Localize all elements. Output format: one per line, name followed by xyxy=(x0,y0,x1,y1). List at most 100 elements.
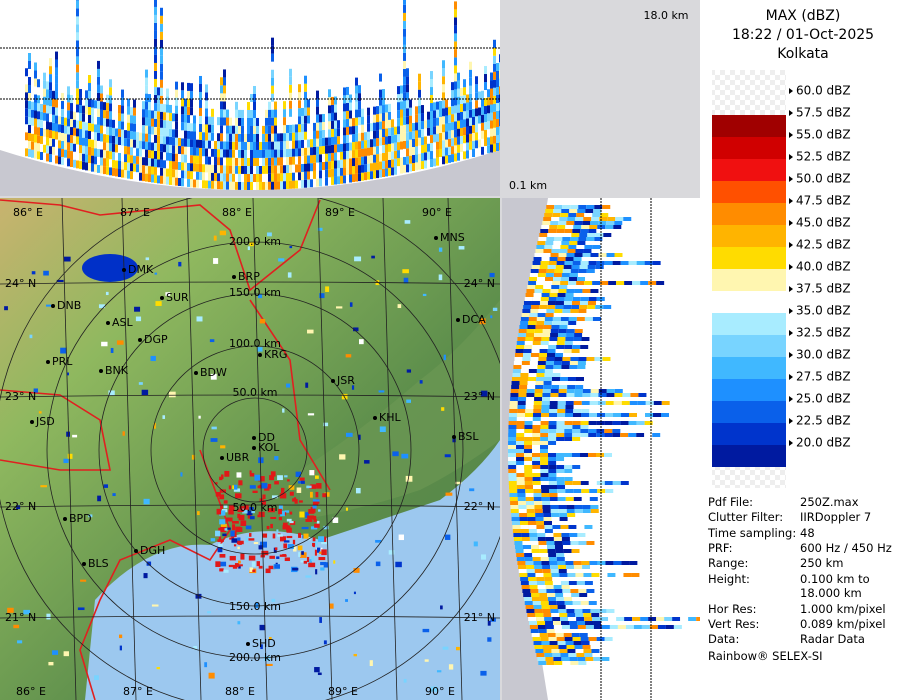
profile-cell xyxy=(199,155,202,164)
profile-cell xyxy=(454,49,457,58)
profile-cell xyxy=(566,565,575,569)
profile-cell xyxy=(355,149,358,158)
profile-cell xyxy=(540,429,549,433)
profile-cell xyxy=(154,126,157,135)
profile-cell xyxy=(421,105,424,114)
profile-cell xyxy=(118,145,121,154)
profile-cell xyxy=(445,147,448,156)
profile-cell xyxy=(567,613,576,617)
profile-cell xyxy=(472,133,475,142)
profile-cell xyxy=(190,139,193,148)
lat-label: 21° N xyxy=(5,611,36,624)
profile-cell xyxy=(517,413,526,417)
profile-cell xyxy=(454,129,457,138)
profile-cell xyxy=(585,657,594,661)
profile-cell xyxy=(349,174,352,183)
profile-cell xyxy=(418,89,421,98)
profile-cell xyxy=(145,77,148,86)
profile-cell xyxy=(187,178,190,187)
profile-cell xyxy=(604,429,613,433)
city-marker xyxy=(106,321,110,325)
profile-cell xyxy=(151,166,154,175)
profile-cell xyxy=(539,305,548,309)
profile-cell xyxy=(403,60,406,69)
profile-cell xyxy=(653,413,662,417)
echo xyxy=(219,554,226,558)
profile-cell xyxy=(160,127,163,136)
profile-cell xyxy=(564,297,573,301)
profile-cell xyxy=(614,389,623,393)
legend-label: 22.5 dBZ xyxy=(796,414,851,428)
profile-cell xyxy=(118,129,121,138)
profile-cell xyxy=(154,46,157,55)
profile-cell xyxy=(512,525,521,529)
profile-cell xyxy=(166,120,169,129)
profile-cell xyxy=(612,421,621,425)
profile-cell xyxy=(574,565,583,569)
profile-cell xyxy=(346,102,349,111)
profile-cell xyxy=(277,133,280,142)
profile-cell xyxy=(286,180,289,189)
legend-swatch xyxy=(712,137,786,159)
profile-cell xyxy=(559,377,568,381)
profile-cell xyxy=(331,96,334,105)
echo xyxy=(193,645,198,650)
profile-cell xyxy=(612,261,621,265)
profile-cell xyxy=(268,141,271,150)
profile-cell xyxy=(524,433,533,437)
profile-cell xyxy=(457,96,460,105)
legend-swatch xyxy=(712,379,786,401)
profile-cell xyxy=(541,337,550,341)
profile-cell xyxy=(76,152,79,161)
profile-cell xyxy=(526,569,535,573)
profile-cell xyxy=(508,421,517,425)
profile-cell xyxy=(289,156,292,165)
profile-cell xyxy=(581,401,590,405)
profile-cell xyxy=(532,469,541,473)
profile-cell xyxy=(289,108,292,117)
profile-cell xyxy=(304,155,307,164)
profile-cell xyxy=(558,569,567,573)
profile-cell xyxy=(172,121,175,130)
profile-cell xyxy=(352,150,355,159)
profile-cell xyxy=(526,397,535,401)
profile-cell xyxy=(493,119,496,128)
profile-cell xyxy=(403,12,406,21)
profile-cell xyxy=(79,153,82,162)
range-label: 50.0 km xyxy=(232,386,277,399)
profile-cell xyxy=(319,154,322,163)
profile-cell xyxy=(624,281,633,285)
profile-cell xyxy=(442,84,445,93)
profile-cell xyxy=(612,433,621,437)
profile-cell xyxy=(554,541,563,545)
echo xyxy=(233,488,241,492)
profile-cell xyxy=(100,109,103,118)
profile-cell xyxy=(445,115,448,124)
profile-cell xyxy=(226,181,229,190)
profile-cell xyxy=(70,159,73,168)
profile-cell xyxy=(268,165,271,174)
profile-cell xyxy=(61,92,64,101)
profile-cell xyxy=(229,181,232,190)
profile-cell xyxy=(524,465,533,469)
profile-cell xyxy=(569,241,578,245)
echo xyxy=(289,511,293,515)
profile-cell xyxy=(532,477,541,481)
echo xyxy=(276,556,280,559)
profile-cell xyxy=(656,281,665,285)
profile-cell xyxy=(598,221,607,225)
height-profile-top xyxy=(25,0,500,190)
profile-cell xyxy=(244,149,247,158)
profile-cell xyxy=(382,129,385,138)
profile-cell xyxy=(557,605,566,609)
profile-cell xyxy=(67,94,70,103)
profile-cell xyxy=(555,545,564,549)
profile-cell xyxy=(247,133,250,142)
profile-cell xyxy=(211,116,214,125)
profile-cell xyxy=(574,509,583,513)
legend-swatch xyxy=(712,357,786,379)
profile-cell xyxy=(76,88,79,97)
profile-cell xyxy=(516,553,525,557)
city-label: BNK xyxy=(105,364,129,377)
profile-cell xyxy=(442,116,445,125)
